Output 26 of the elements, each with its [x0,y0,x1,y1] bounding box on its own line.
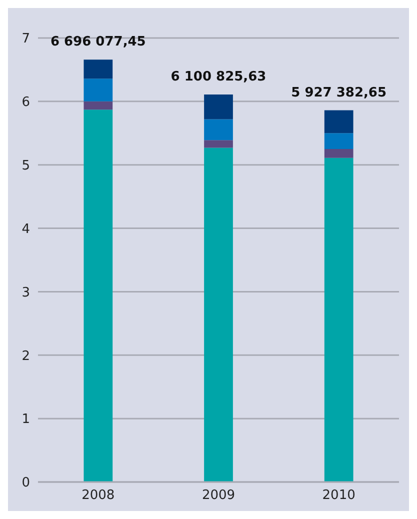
y-tick-label: 2 [22,348,30,364]
bar [324,149,354,158]
y-tick-label: 1 [22,412,30,428]
bar [84,60,113,79]
bar [84,110,113,482]
x-tick-label: 2010 [322,488,356,504]
x-tick-label: 2009 [202,488,236,504]
y-tick-label: 7 [22,32,30,47]
y-tick-label: 6 [22,95,30,110]
y-tick-label: 4 [22,222,30,237]
bar [84,101,113,110]
bar [204,140,233,148]
bar [324,110,354,134]
bar [324,133,354,149]
annotation: 6 100 825,63 [170,69,266,84]
y-tick-label: 3 [22,285,30,300]
annotation: 5 927 382,65 [291,85,387,100]
bar [324,158,354,482]
bar [204,148,233,482]
annotation: 6 696 077,45 [50,34,146,50]
x-tick-label: 2008 [82,488,115,504]
y-tick-label: 0 [22,476,30,491]
y-tick-label: 5 [22,158,30,174]
bar [204,119,233,140]
bar [84,78,113,102]
bar [204,94,233,120]
